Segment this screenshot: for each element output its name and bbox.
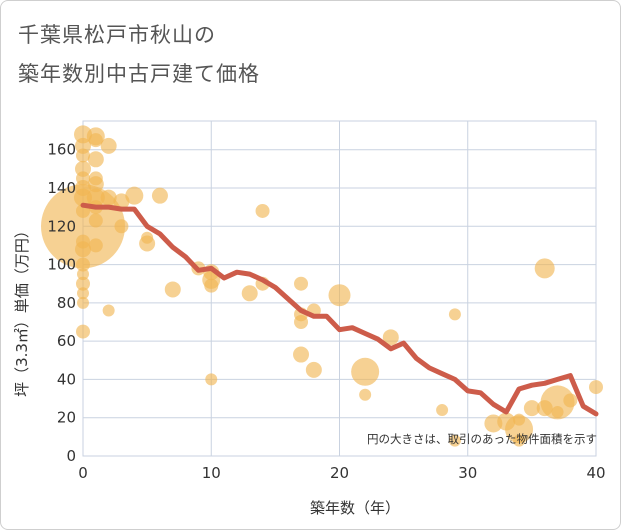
data-bubble bbox=[563, 393, 578, 408]
data-bubble bbox=[436, 404, 449, 417]
y-tick-label: 20 bbox=[57, 409, 76, 427]
grid-layer bbox=[82, 120, 597, 457]
data-bubble bbox=[534, 258, 555, 279]
data-bubble bbox=[151, 187, 168, 204]
data-bubble bbox=[382, 329, 399, 346]
data-bubble bbox=[204, 278, 219, 293]
data-bubble bbox=[114, 219, 129, 234]
y-tick-label: 160 bbox=[47, 141, 76, 159]
data-bubble bbox=[448, 434, 461, 447]
data-bubble bbox=[76, 148, 90, 163]
data-bubble bbox=[77, 268, 89, 281]
y-axis-label: 坪（3.3㎡）単価（万円） bbox=[13, 223, 31, 397]
data-bubble bbox=[76, 276, 90, 291]
line-layer bbox=[80, 202, 599, 417]
data-bubble bbox=[76, 324, 90, 339]
data-bubble bbox=[589, 380, 603, 395]
y-tick-label: 100 bbox=[47, 256, 76, 274]
data-bubble bbox=[255, 203, 270, 218]
data-bubble bbox=[87, 176, 104, 193]
x-tick-label: 30 bbox=[458, 464, 477, 482]
data-bubble bbox=[125, 186, 144, 205]
data-bubble bbox=[513, 434, 526, 447]
y-tick-label: 80 bbox=[57, 294, 76, 312]
y-tick-label: 60 bbox=[57, 332, 76, 350]
data-bubble bbox=[551, 405, 564, 418]
y-tick-label: 120 bbox=[47, 217, 76, 235]
data-bubble bbox=[141, 231, 154, 244]
data-bubble bbox=[513, 413, 526, 426]
data-bubble bbox=[88, 238, 103, 253]
average-price-line bbox=[80, 202, 599, 417]
x-tick-label: 40 bbox=[586, 464, 605, 482]
x-tick-label: 0 bbox=[78, 464, 88, 482]
data-bubble bbox=[540, 385, 575, 420]
bubble-layer bbox=[41, 125, 603, 447]
data-bubble bbox=[241, 285, 258, 302]
data-bubble bbox=[100, 189, 117, 206]
data-bubble bbox=[351, 357, 380, 386]
data-bubble bbox=[74, 188, 92, 207]
data-bubble bbox=[294, 315, 309, 329]
data-bubble bbox=[75, 241, 91, 258]
data-bubble bbox=[164, 281, 181, 298]
data-bubble bbox=[359, 388, 372, 401]
data-bubble bbox=[205, 373, 218, 386]
data-bubble bbox=[77, 296, 89, 309]
data-bubble bbox=[87, 151, 104, 168]
y-tick-label: 40 bbox=[57, 370, 76, 388]
data-bubble bbox=[305, 361, 322, 378]
data-bubble bbox=[294, 276, 309, 291]
data-bubble bbox=[523, 400, 540, 417]
x-tick-label: 10 bbox=[202, 464, 221, 482]
data-bubble bbox=[448, 308, 461, 321]
data-bubble bbox=[505, 415, 534, 444]
data-bubble bbox=[76, 257, 90, 272]
tick-layer: 0 10 20 30 40 0 20 40 60 80 100 120 140 160 bbox=[47, 141, 605, 482]
data-bubble bbox=[77, 287, 89, 300]
x-tick-label: 20 bbox=[330, 464, 349, 482]
x-axis-label: 築年数（年） bbox=[310, 499, 400, 517]
y-tick-label: 140 bbox=[47, 179, 76, 197]
data-bubble bbox=[88, 133, 103, 148]
data-bubble bbox=[293, 346, 310, 363]
y-tick-label: 0 bbox=[66, 447, 76, 465]
data-bubble bbox=[100, 137, 117, 154]
data-bubble bbox=[102, 304, 115, 317]
title-line-1: 千葉県松戸市秋山の bbox=[18, 23, 216, 47]
size-note: 円の大きさは、取引のあった物件面積を示す bbox=[367, 432, 597, 446]
data-bubble bbox=[328, 284, 351, 307]
title-line-2: 築年数別中古戸建て価格 bbox=[18, 62, 260, 86]
data-bubble bbox=[88, 213, 103, 228]
